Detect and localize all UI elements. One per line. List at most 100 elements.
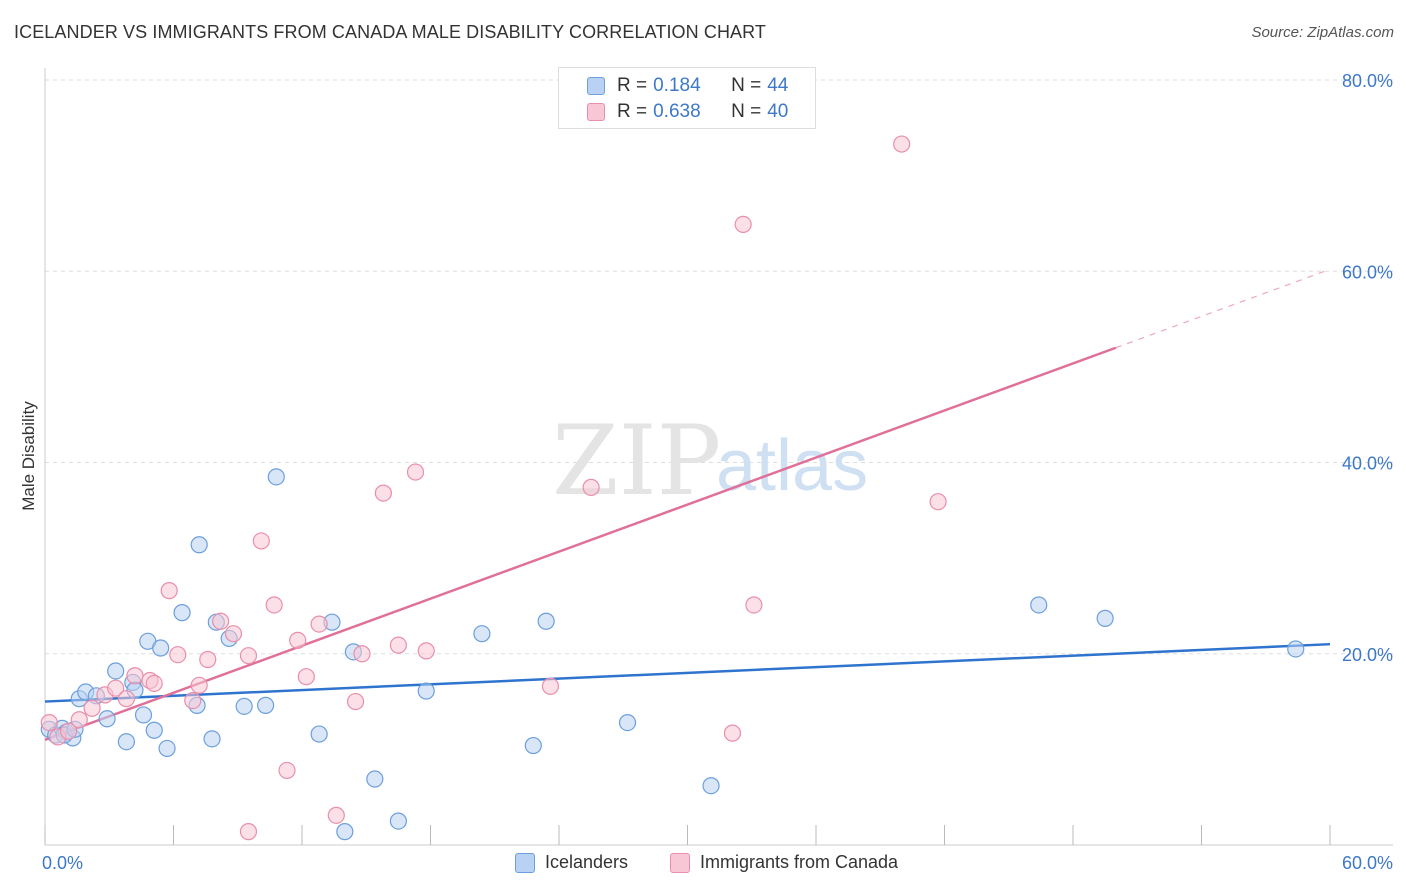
icelander-point xyxy=(1287,640,1305,658)
immigrant-point xyxy=(541,677,560,695)
immigrant-point xyxy=(224,625,243,643)
immigrant-point xyxy=(389,636,407,654)
icelander-point xyxy=(1030,596,1048,614)
grid-layer xyxy=(45,79,1393,655)
immigrant-point xyxy=(327,806,345,824)
y-tick-label: 60.0% xyxy=(1342,262,1393,282)
watermark: ZIP atlas xyxy=(552,405,868,517)
immigrant-point xyxy=(212,612,230,630)
bottom-legend-label: Immigrants from Canada xyxy=(700,852,899,872)
icelander-point xyxy=(1096,609,1114,627)
icelander-point xyxy=(145,721,163,739)
immigrant-trend-extension xyxy=(1115,268,1331,349)
icelander-point xyxy=(267,468,285,486)
icelander-point xyxy=(618,713,637,732)
source-label: Source: ZipAtlas.com xyxy=(1251,24,1394,41)
icelander-point xyxy=(366,770,384,788)
bottom-legend-icelanders[interactable]: Icelanders xyxy=(515,852,628,873)
legend-swatch-blue xyxy=(587,77,605,95)
immigrant-point xyxy=(353,645,371,663)
immigrant-point xyxy=(70,711,88,729)
immigrant-point xyxy=(374,484,392,502)
immigrant-point xyxy=(346,692,365,711)
legend-r-value: 0.184 xyxy=(653,75,701,96)
immigrant-point xyxy=(893,135,911,153)
immigrant-point xyxy=(199,650,217,669)
icelander-trend-line xyxy=(44,642,1331,703)
bottom-legend-swatch-pink xyxy=(670,852,690,873)
immigrant-point xyxy=(417,642,435,660)
immigrant-point xyxy=(145,674,163,692)
icelander-point xyxy=(107,662,125,680)
bottom-legend-label: Icelanders xyxy=(545,852,629,872)
icelander-point xyxy=(152,639,170,657)
immigrant-point xyxy=(289,631,307,649)
y-tick-label: 40.0% xyxy=(1342,454,1393,474)
legend-n-label: N = xyxy=(731,75,762,96)
immigrant-point xyxy=(929,493,947,511)
immigrant-point xyxy=(723,724,742,742)
immigrant-point xyxy=(190,676,208,694)
legend-r-label: R = xyxy=(617,101,648,122)
chart-title: ICELANDER VS IMMIGRANTS FROM CANADA MALE… xyxy=(14,22,767,42)
immigrant-point xyxy=(297,668,315,686)
immigrant-point xyxy=(252,532,270,550)
immigrant-point xyxy=(239,647,258,665)
immigrant-point xyxy=(83,699,101,717)
icelander-point xyxy=(524,736,542,755)
icelander-point xyxy=(134,706,153,724)
legend-r-label: R = xyxy=(617,75,648,96)
icelander-point xyxy=(173,604,191,622)
trend-layer xyxy=(44,268,1331,741)
icelander-point xyxy=(537,612,555,630)
icelander-point xyxy=(702,777,720,795)
y-tick-label: 20.0% xyxy=(1342,645,1393,665)
legend-n-value: 40 xyxy=(767,101,789,122)
immigrant-point xyxy=(582,478,600,496)
points-layer xyxy=(40,135,1305,841)
icelander-point xyxy=(117,733,135,751)
immigrant-point xyxy=(239,823,258,841)
icelander-point xyxy=(98,710,116,728)
immigrant-point xyxy=(40,713,58,732)
legend-row-immigrants: R = 0.638 N = 40 xyxy=(587,100,788,124)
immigrant-point xyxy=(160,582,178,600)
immigrant-point xyxy=(734,215,752,233)
icelander-point xyxy=(190,536,208,554)
icelander-point xyxy=(235,697,253,715)
immigrant-point xyxy=(169,646,187,664)
immigrant-point xyxy=(59,722,78,740)
bottom-legend-immigrants[interactable]: Immigrants from Canada xyxy=(670,852,898,873)
legend-n-value: 44 xyxy=(767,75,789,96)
icelander-point xyxy=(203,730,221,748)
immigrant-point xyxy=(278,761,296,780)
label-layer: 20.0% 40.0% 60.0% 80.0% 0.0% 60.0% xyxy=(42,71,1393,873)
icelander-point xyxy=(336,823,354,841)
x-tick-label: 60.0% xyxy=(1342,853,1393,873)
y-tick-label: 80.0% xyxy=(1342,71,1393,91)
stats-legend: R = 0.184 N = 44 R = 0.638 N = 40 xyxy=(558,67,816,129)
immigrant-point xyxy=(310,615,328,633)
immigrant-point xyxy=(107,679,125,697)
x-tick-label: 0.0% xyxy=(42,853,83,873)
icelander-point xyxy=(256,696,275,714)
icelander-point xyxy=(473,625,491,643)
immigrant-point xyxy=(184,692,202,710)
icelander-point xyxy=(389,812,407,830)
immigrant-point xyxy=(117,690,135,708)
immigrant-point xyxy=(265,596,283,614)
immigrant-point xyxy=(745,596,763,614)
immigrant-trend-line xyxy=(44,346,1117,741)
immigrant-point xyxy=(406,463,425,481)
icelander-point xyxy=(158,739,176,758)
legend-r-value: 0.638 xyxy=(653,101,701,122)
legend-swatch-pink xyxy=(587,103,605,121)
bottom-legend-swatch-blue xyxy=(515,852,535,873)
legend-n-label: N = xyxy=(731,101,762,122)
immigrant-point xyxy=(126,667,144,685)
icelander-point xyxy=(417,682,435,700)
watermark-zip: ZIP xyxy=(552,405,721,517)
legend-row-icelanders: R = 0.184 N = 44 xyxy=(587,74,788,98)
y-axis-title: Male Disability xyxy=(19,401,38,511)
